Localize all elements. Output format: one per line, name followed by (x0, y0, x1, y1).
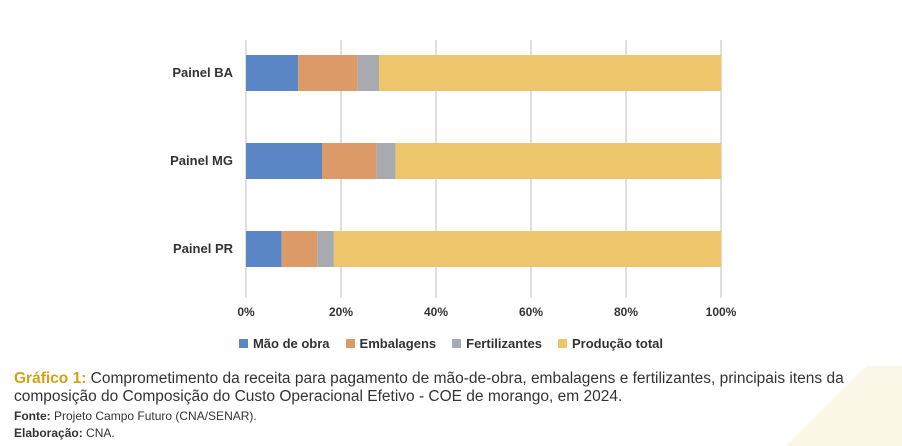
bar-segment (379, 55, 721, 91)
x-tick-label: 60% (519, 305, 543, 319)
x-axis-labels: 0% 20% 40% 60% 80% 100% (237, 305, 736, 319)
legend: Mão de obra Embalagens Fertilizantes Produç… (0, 336, 902, 351)
x-tick-label: 20% (329, 305, 353, 319)
bar-segment (333, 231, 721, 267)
x-tick-label: 80% (614, 305, 638, 319)
chart-area: Painel BA Painel MG Painel PR 0% 20% 40% 60% 8… (170, 40, 737, 319)
bar-segment (317, 231, 334, 267)
authorship-line: Elaboração: CNA. (14, 426, 115, 440)
caption-text: Comprometimento da receita para pagament… (14, 370, 844, 405)
bar-segment (246, 55, 299, 91)
legend-item: Embalagens (345, 336, 437, 351)
legend-item: Fertilizantes (452, 336, 542, 351)
category-label: Painel PR (173, 241, 234, 256)
bar-segment (322, 143, 377, 179)
authorship-label: Elaboração: (14, 426, 83, 440)
bars (246, 55, 721, 267)
y-axis-labels: Painel BA Painel MG Painel PR (170, 65, 233, 256)
legend-item: Mão de obra (238, 336, 330, 351)
figure-caption: Gráfico 1: Comprometimento da receita pa… (14, 370, 894, 406)
bar-segment (376, 143, 396, 179)
legend-swatch (238, 339, 248, 348)
authorship-text: CNA. (86, 426, 115, 440)
source-text: Projeto Campo Futuro (CNA/SENAR). (54, 409, 257, 423)
category-label: Painel MG (170, 153, 233, 168)
bar-segment (298, 55, 358, 91)
x-tick-label: 0% (237, 305, 255, 319)
bar-segment (246, 231, 282, 267)
legend-item: Produção total (558, 336, 663, 351)
bar-segment (357, 55, 379, 91)
x-tick-label: 40% (424, 305, 448, 319)
legend-swatch (345, 339, 355, 348)
bar-segment (281, 231, 318, 267)
bar-segment (395, 143, 721, 179)
x-tick-label: 100% (706, 305, 737, 319)
source-line: Fonte: Projeto Campo Futuro (CNA/SENAR). (14, 409, 257, 423)
bar-segment (246, 143, 322, 179)
legend-label: Produção total (572, 336, 664, 351)
legend-swatch (452, 339, 462, 348)
category-label: Painel BA (172, 65, 233, 80)
decorative-corner (722, 366, 902, 446)
legend-swatch (558, 339, 567, 348)
source-label: Fonte: (14, 409, 51, 423)
legend-label: Mão de obra (252, 336, 330, 351)
legend-label: Fertilizantes (466, 336, 542, 351)
legend-label: Embalagens (359, 336, 437, 351)
caption-label: Gráfico 1: (14, 370, 87, 387)
